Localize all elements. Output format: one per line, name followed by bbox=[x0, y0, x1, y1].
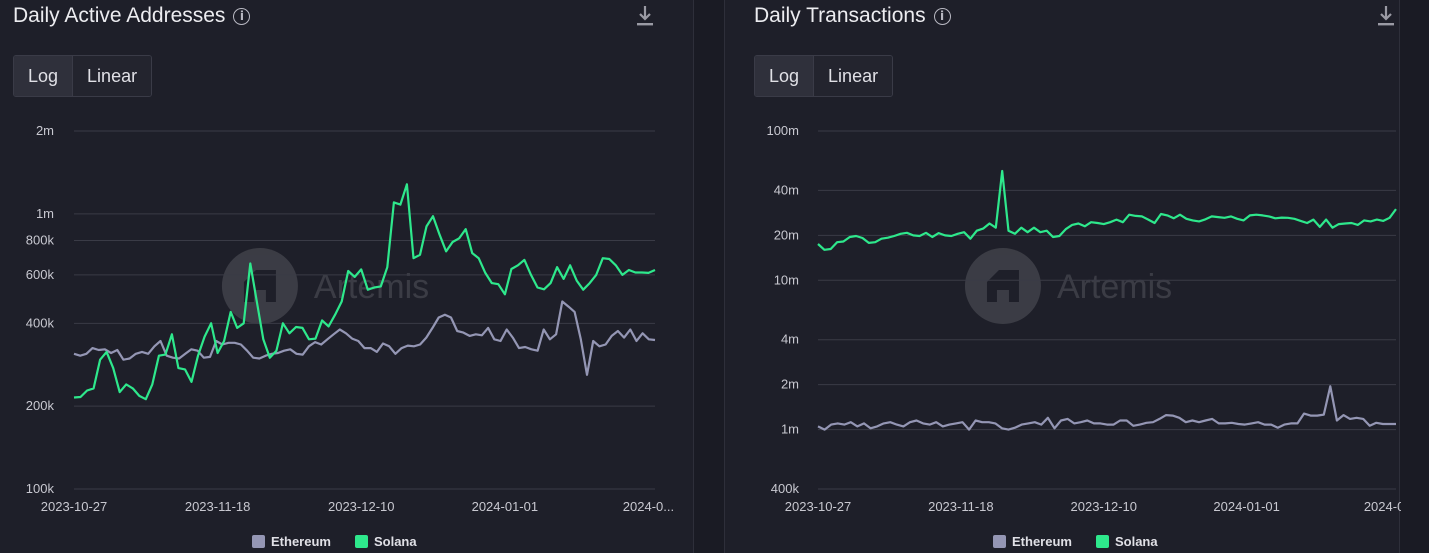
y-tick-label: 600k bbox=[26, 267, 55, 282]
chart-legend: Ethereum Solana bbox=[993, 534, 1158, 549]
legend-item-ethereum[interactable]: Ethereum bbox=[252, 534, 331, 549]
watermark: Artemis bbox=[964, 248, 1172, 324]
watermark: Artemis bbox=[221, 248, 429, 324]
solana-swatch bbox=[354, 535, 368, 548]
scale-toggle: Log Linear bbox=[13, 55, 153, 97]
chart-panel-active-addresses: Daily Active Addresses i Log Linear Arte… bbox=[0, 0, 694, 553]
y-tick-label: 2m bbox=[36, 123, 54, 138]
y-tick-label: 800k bbox=[26, 232, 55, 247]
log-scale-button[interactable]: Log bbox=[14, 56, 73, 96]
x-tick-label: 2023-12-10 bbox=[1071, 499, 1138, 514]
chart-title: Daily Active Addresses i bbox=[13, 4, 251, 28]
x-tick-label: 2023-10-27 bbox=[41, 499, 108, 514]
legend-label: Ethereum bbox=[271, 534, 331, 549]
y-tick-label: 1m bbox=[36, 206, 54, 221]
series-line-solana bbox=[73, 183, 656, 401]
series-line-ethereum bbox=[817, 385, 1396, 431]
chart-title-text: Daily Transactions bbox=[754, 4, 926, 27]
chart-legend: Ethereum Solana bbox=[252, 534, 417, 549]
solana-swatch bbox=[1095, 535, 1109, 548]
y-tick-label: 20m bbox=[774, 227, 799, 242]
chart-title-text: Daily Active Addresses bbox=[13, 4, 226, 27]
x-tick-label: 2024-01-01 bbox=[472, 499, 539, 514]
legend-label: Ethereum bbox=[1012, 534, 1072, 549]
watermark-text: Artemis bbox=[1057, 268, 1172, 306]
watermark-text: Artemis bbox=[314, 268, 429, 306]
x-tick-label: 2023-10-27 bbox=[785, 499, 852, 514]
x-tick-label: 2023-11-18 bbox=[185, 499, 251, 514]
y-tick-label: 100m bbox=[766, 123, 799, 138]
series-line-solana bbox=[817, 169, 1397, 251]
x-tick-label: 2024-01-01 bbox=[1213, 499, 1280, 514]
y-tick-label: 100k bbox=[26, 481, 55, 496]
y-tick-label: 4m bbox=[781, 332, 799, 347]
x-tick-label: 2023-12-10 bbox=[328, 499, 395, 514]
chart-title: Daily Transactions i bbox=[754, 4, 951, 28]
legend-label: Solana bbox=[1114, 534, 1158, 549]
linear-scale-button[interactable]: Linear bbox=[72, 56, 152, 96]
watermark-logo-icon bbox=[964, 248, 1041, 324]
ethereum-swatch bbox=[252, 535, 265, 548]
info-icon[interactable]: i bbox=[933, 7, 951, 25]
x-tick-label: 2023-11-18 bbox=[928, 499, 994, 514]
y-tick-label: 2m bbox=[781, 377, 799, 392]
legend-label: Solana bbox=[373, 534, 417, 549]
y-tick-label: 400k bbox=[26, 315, 55, 330]
legend-item-ethereum[interactable]: Ethereum bbox=[993, 534, 1072, 549]
linear-scale-button[interactable]: Linear bbox=[813, 56, 893, 96]
x-tick-label: 2024-0... bbox=[623, 499, 674, 514]
watermark-logo-icon bbox=[221, 248, 298, 324]
info-icon[interactable]: i bbox=[233, 7, 251, 25]
scale-toggle: Log Linear bbox=[754, 55, 894, 97]
legend-item-solana[interactable]: Solana bbox=[354, 534, 417, 549]
download-icon[interactable] bbox=[1377, 4, 1395, 28]
chart-panel-transactions: Daily Transactions i Log Linear Artemis 1… bbox=[724, 0, 1401, 553]
transactions-chart: Artemis 100m 40m 20m 10m 4m 2m 1m 400k 2023-10-27… bbox=[766, 123, 1401, 514]
y-tick-label: 1m bbox=[781, 422, 799, 437]
x-tick-label: 2024-0... bbox=[1364, 499, 1401, 514]
y-tick-label: 10m bbox=[774, 272, 799, 287]
active-addresses-chart: Artemis 2m 1m 800k 600k 400k 200k 100k 2023-10-2… bbox=[26, 123, 674, 514]
y-tick-label: 400k bbox=[771, 481, 800, 496]
legend-item-solana[interactable]: Solana bbox=[1095, 534, 1158, 549]
y-tick-label: 40m bbox=[774, 182, 799, 197]
watermark-glyph bbox=[986, 270, 1019, 302]
download-icon[interactable] bbox=[636, 4, 654, 28]
log-scale-button[interactable]: Log bbox=[755, 56, 814, 96]
ethereum-swatch bbox=[993, 535, 1006, 548]
series-line-ethereum bbox=[73, 300, 656, 376]
y-tick-label: 200k bbox=[26, 398, 55, 413]
